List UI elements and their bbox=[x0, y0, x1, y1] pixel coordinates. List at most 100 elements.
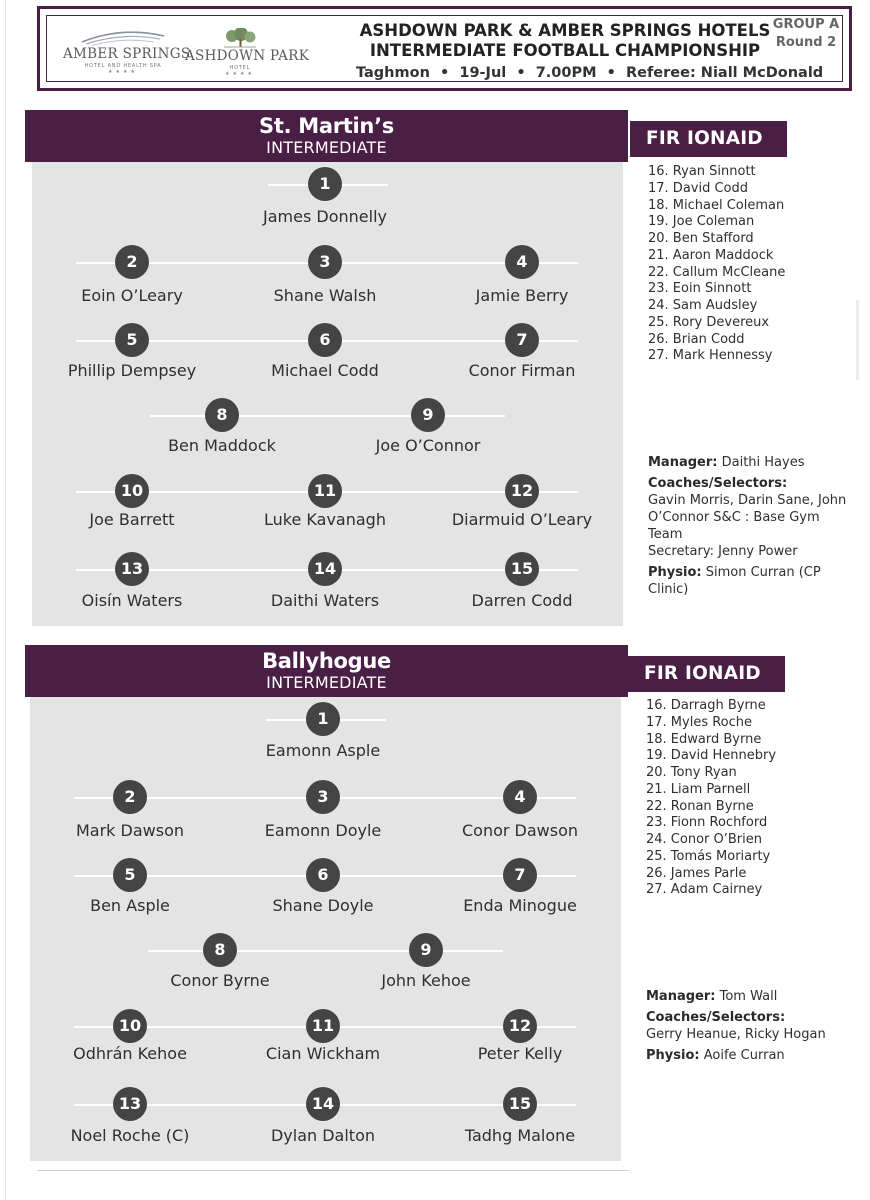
substitute-item: 27. Mark Hennessy bbox=[648, 348, 773, 364]
player-entry: 10 Odhrán Kehoe bbox=[30, 1009, 230, 1063]
player-number-badge: 5 bbox=[113, 858, 147, 892]
competition-title: ASHDOWN PARK & AMBER SPRINGS HOTELS INTE… bbox=[355, 21, 775, 61]
player-entry: 10 Joe Barrett bbox=[32, 474, 232, 529]
player-number-badge: 11 bbox=[308, 474, 342, 508]
competition-title-line2: INTERMEDIATE FOOTBALL CHAMPIONSHIP bbox=[369, 41, 761, 60]
team-header: St. Martin’s INTERMEDIATE bbox=[25, 110, 628, 162]
player-entry: 8 Ben Maddock bbox=[122, 398, 322, 455]
player-number-badge: 9 bbox=[411, 398, 445, 432]
coaches-names: Gavin Morris, Darin Sane, John O’Connor … bbox=[648, 493, 847, 542]
player-number-badge: 1 bbox=[306, 702, 340, 736]
lineup-row-line bbox=[150, 415, 505, 417]
manager-label: Manager: bbox=[648, 455, 718, 470]
player-number-badge: 4 bbox=[503, 780, 537, 814]
substitutes-list: 16. Darragh Byrne 17. Myles Roche 18. Edwa… bbox=[646, 698, 846, 899]
player-number-badge: 2 bbox=[113, 780, 147, 814]
player-name: Eamonn Asple bbox=[265, 741, 381, 760]
substitute-item: 26. James Parle bbox=[646, 865, 747, 881]
player-number-badge: 7 bbox=[505, 323, 539, 357]
player-entry: 9 John Kehoe bbox=[326, 933, 526, 990]
group-label: GROUP A bbox=[772, 17, 840, 32]
player-entry: 7 Enda Minogue bbox=[420, 858, 620, 915]
team-name: Ballyhogue bbox=[262, 649, 391, 673]
substitutes-header: FIR IONAID bbox=[630, 121, 787, 157]
ashdown-park-logo: ASHDOWN PARK HOTEL ★★★★ bbox=[185, 28, 310, 84]
player-entry: 12 Diarmuid O’Leary bbox=[422, 474, 622, 529]
player-name: Ben Asple bbox=[90, 896, 170, 915]
player-name: Eoin O’Leary bbox=[81, 286, 183, 305]
player-entry: 3 Eamonn Doyle bbox=[223, 780, 423, 840]
substitute-item: 19. David Hennebry bbox=[646, 748, 777, 764]
player-name: Darren Codd bbox=[471, 591, 573, 610]
player-entry: 14 Daithi Waters bbox=[225, 552, 425, 610]
player-name: Oisín Waters bbox=[81, 591, 183, 610]
player-entry: 13 Noel Roche (C) bbox=[30, 1087, 230, 1145]
coaches-names: Gerry Heanue, Ricky Hogan bbox=[646, 1027, 826, 1042]
substitute-item: 18. Michael Coleman bbox=[648, 197, 785, 213]
player-number-badge: 9 bbox=[409, 933, 443, 967]
substitute-item: 17. David Codd bbox=[648, 180, 749, 196]
player-name: Peter Kelly bbox=[477, 1044, 563, 1063]
lineup-row-line bbox=[148, 950, 503, 952]
substitute-item: 21. Liam Parnell bbox=[646, 781, 751, 797]
scrollbar[interactable] bbox=[856, 300, 859, 380]
substitute-item: 24. Conor O’Brien bbox=[646, 832, 762, 847]
coaches-label-text: Coaches/Selectors: bbox=[648, 476, 788, 491]
player-name: Joe O’Connor bbox=[375, 436, 481, 455]
ashdown-park-logo-sub: HOTEL bbox=[229, 65, 251, 71]
player-entry: 9 Joe O’Connor bbox=[328, 398, 528, 455]
player-name: Phillip Dempsey bbox=[67, 361, 197, 380]
substitute-item: 26. Brian Codd bbox=[648, 331, 745, 347]
player-number-badge: 15 bbox=[503, 1087, 537, 1121]
player-entry: 6 Michael Codd bbox=[225, 323, 425, 380]
player-entry: 11 Cian Wickham bbox=[223, 1009, 423, 1063]
player-entry: 5 Ben Asple bbox=[30, 858, 230, 915]
substitute-item: 16. Ryan Sinnott bbox=[648, 164, 756, 179]
player-number-badge: 14 bbox=[308, 552, 342, 586]
player-number-badge: 6 bbox=[306, 858, 340, 892]
player-name: Enda Minogue bbox=[463, 896, 577, 915]
ashdown-park-logo-name: ASHDOWN PARK bbox=[185, 48, 310, 64]
page-left-rule bbox=[5, 0, 6, 1200]
player-name: James Donnelly bbox=[263, 207, 387, 226]
group-round-label: GROUP A Round 2 bbox=[771, 16, 841, 52]
player-number-badge: 8 bbox=[205, 398, 239, 432]
player-name: Shane Doyle bbox=[272, 896, 374, 915]
player-entry: 14 Dylan Dalton bbox=[223, 1087, 423, 1145]
physio-line: Physio: Aoife Curran bbox=[646, 1047, 856, 1064]
substitute-item: 25. Rory Devereux bbox=[648, 314, 770, 330]
player-number-badge: 10 bbox=[115, 474, 149, 508]
player-number-badge: 2 bbox=[115, 245, 149, 279]
player-name: Conor Firman bbox=[468, 361, 576, 380]
manager-line: Manager: Tom Wall bbox=[646, 988, 856, 1005]
player-name: Eamonn Doyle bbox=[264, 821, 382, 840]
player-entry: 7 Conor Firman bbox=[422, 323, 622, 380]
player-name: Conor Byrne bbox=[170, 971, 270, 990]
physio-label: Physio: bbox=[646, 1048, 700, 1063]
substitute-item: 20. Tony Ryan bbox=[646, 765, 737, 780]
player-number-badge: 7 bbox=[503, 858, 537, 892]
player-number-badge: 3 bbox=[306, 780, 340, 814]
player-number-badge: 3 bbox=[308, 245, 342, 279]
substitute-item: 27. Adam Cairney bbox=[646, 882, 763, 898]
player-entry: 1 Eamonn Asple bbox=[223, 702, 423, 760]
player-entry: 13 Oisín Waters bbox=[32, 552, 232, 610]
player-number-badge: 11 bbox=[306, 1009, 340, 1043]
substitutes-header: FIR IONAID bbox=[628, 656, 785, 692]
team-header: Ballyhogue INTERMEDIATE bbox=[25, 645, 628, 697]
player-entry: 12 Peter Kelly bbox=[420, 1009, 620, 1063]
player-entry: 2 Eoin O’Leary bbox=[32, 245, 232, 305]
player-name: Jamie Berry bbox=[475, 286, 569, 305]
team-lineup-panel bbox=[30, 697, 621, 1161]
manager-label: Manager: bbox=[646, 989, 716, 1004]
banner-inner-frame: AMBER SPRINGS HOTEL AND HEALTH SPA ★★★★ … bbox=[46, 15, 843, 82]
player-name: Dylan Dalton bbox=[270, 1126, 376, 1145]
player-number-badge: 5 bbox=[115, 323, 149, 357]
player-number-badge: 4 bbox=[505, 245, 539, 279]
player-entry: 11 Luke Kavanagh bbox=[225, 474, 425, 529]
ashdown-park-logo-stars: ★★★★ bbox=[225, 71, 255, 77]
match-details: Taghmon • 19-Jul • 7.00PM • Referee: Nia… bbox=[356, 65, 824, 81]
substitutes-list: 16. Ryan Sinnott 17. David Codd 18. Michae… bbox=[648, 164, 848, 365]
coaches-label: Coaches/Selectors: bbox=[648, 475, 858, 492]
substitute-item: 23. Eoin Sinnott bbox=[648, 281, 752, 297]
